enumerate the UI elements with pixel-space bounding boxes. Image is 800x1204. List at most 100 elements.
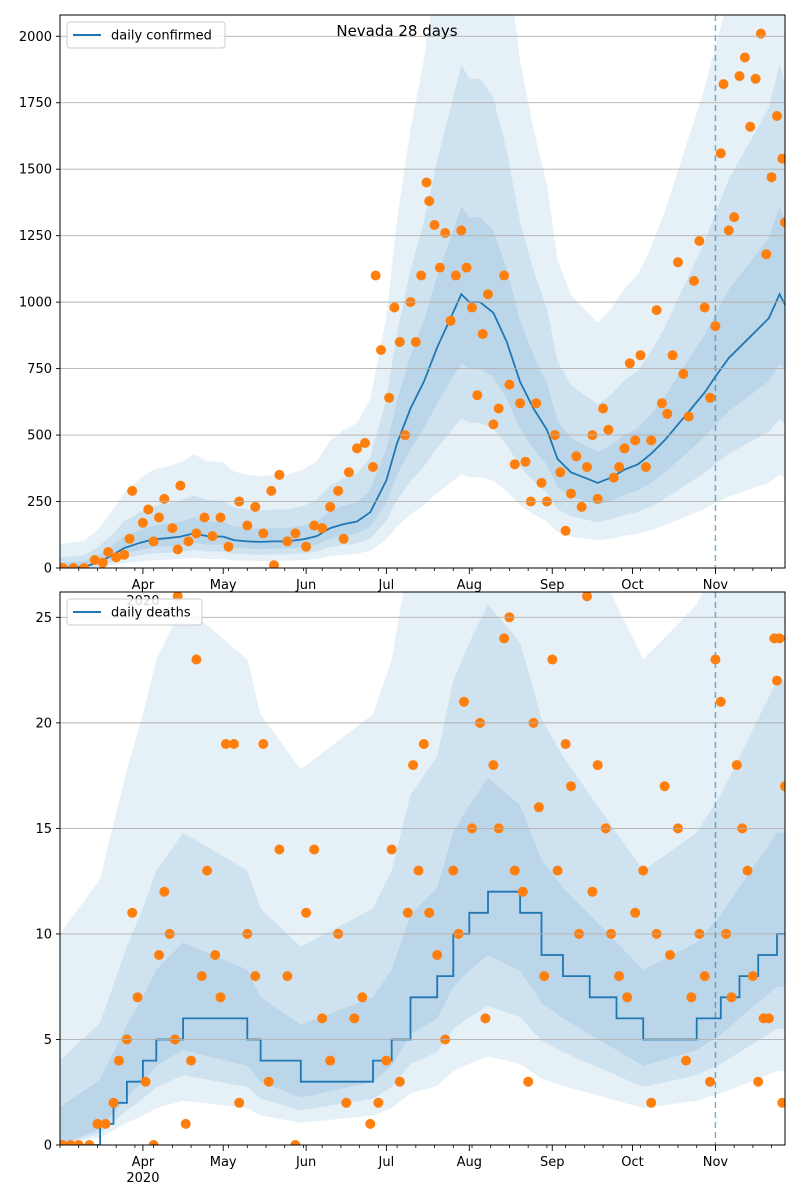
data-point (357, 992, 368, 1003)
data-point (646, 435, 657, 446)
data-point (73, 1140, 84, 1145)
data-point (763, 1013, 774, 1024)
data-point (89, 555, 100, 565)
data-point (699, 971, 710, 982)
data-point (132, 992, 143, 1003)
data-point (360, 438, 370, 448)
y-tick-label: 0 (44, 562, 52, 577)
x-tick-label: May (210, 578, 237, 593)
data-point (678, 368, 689, 379)
data-point (566, 488, 576, 499)
data-point (103, 547, 114, 557)
data-point (111, 552, 122, 563)
data-point (630, 435, 641, 446)
data-point (531, 398, 542, 409)
x-tick-label: Nov (703, 1155, 729, 1170)
data-point (84, 1140, 95, 1145)
data-point (488, 419, 499, 430)
data-point (777, 1097, 785, 1108)
data-point (635, 350, 646, 361)
data-point (167, 523, 178, 534)
axes-frame (59, 14, 786, 569)
data-point (384, 392, 395, 403)
data-point (154, 950, 164, 960)
data-point (705, 1076, 716, 1087)
data-point (640, 462, 651, 472)
data-point (504, 379, 515, 390)
data-point (370, 270, 381, 281)
data-point (509, 459, 520, 470)
data-point (338, 533, 349, 544)
data-point (517, 886, 528, 897)
data-point (269, 560, 279, 568)
y-tick-label: 1000 (19, 296, 52, 311)
data-point (301, 907, 312, 918)
data-point (718, 79, 729, 90)
data-point (223, 541, 234, 552)
data-point (560, 739, 571, 749)
data-point (488, 760, 499, 771)
data-point (317, 1013, 328, 1024)
x-tick-label: Aug (457, 578, 482, 593)
data-point (582, 592, 592, 602)
data-point (196, 971, 207, 982)
data-point (576, 501, 587, 512)
data-point (772, 111, 782, 121)
data-point (667, 350, 678, 361)
y-tick-label: 750 (27, 362, 52, 377)
data-point (424, 907, 435, 918)
data-point (79, 563, 90, 568)
data-point (533, 802, 544, 813)
data-point (228, 739, 239, 749)
data-point (143, 504, 154, 515)
y-tick-label: 1250 (19, 229, 52, 244)
data-point (739, 52, 750, 63)
uncertainty-band (60, 777, 785, 1145)
data-point (376, 345, 386, 355)
data-point (386, 844, 397, 855)
data-point (429, 220, 440, 230)
legend: daily confirmed (66, 21, 226, 49)
data-point (598, 403, 609, 414)
data-point (191, 528, 202, 539)
data-point (614, 462, 625, 472)
data-point (515, 398, 526, 409)
x-tick-label: Sep (540, 578, 565, 593)
data-point (100, 1118, 111, 1129)
data-point (539, 971, 550, 982)
data-point (175, 480, 186, 491)
data-point (715, 696, 726, 707)
data-point (127, 907, 138, 918)
y-tick-label: 2000 (19, 30, 52, 45)
data-point (774, 633, 785, 644)
data-point (92, 1118, 103, 1129)
data-point (317, 523, 328, 534)
data-point (603, 424, 614, 435)
x-tick-sublabel: 2020 (126, 1171, 159, 1186)
legend-box (66, 598, 203, 626)
data-point (343, 467, 354, 478)
data-point (290, 528, 301, 539)
data-point (274, 469, 285, 480)
x-tick-label: Aug (457, 1155, 482, 1170)
data-point (710, 321, 721, 332)
data-point (582, 462, 592, 472)
data-point (220, 739, 231, 749)
data-point (480, 1013, 491, 1024)
data-point (761, 249, 772, 260)
data-point (772, 675, 782, 686)
data-point (60, 1140, 68, 1145)
legend-box (66, 21, 226, 49)
daily-deaths-line (60, 890, 785, 1145)
data-point (349, 1013, 360, 1024)
data-point (202, 865, 213, 876)
data-point (432, 950, 443, 960)
data-point (263, 1076, 274, 1087)
axes-frame (59, 591, 786, 1146)
data-point (448, 865, 459, 876)
chart-title: Nevada 28 days (336, 22, 457, 40)
data-point (215, 512, 226, 523)
data-point (622, 992, 633, 1003)
